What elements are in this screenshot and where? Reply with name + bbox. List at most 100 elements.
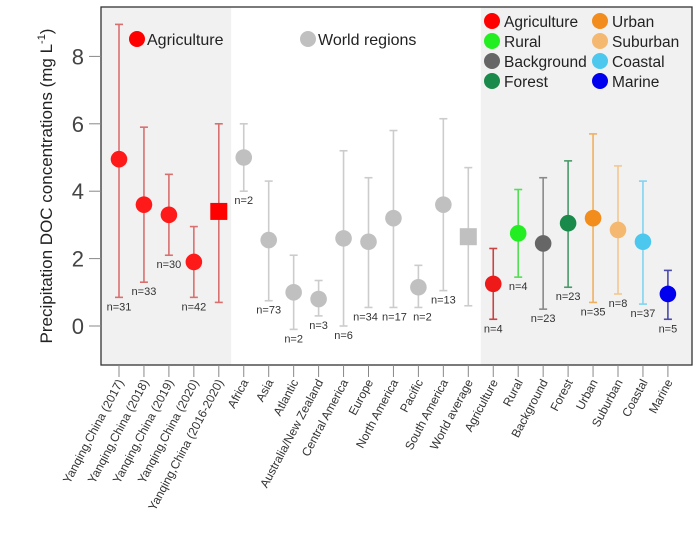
data-point-group: n=2 xyxy=(284,254,303,345)
mean-marker xyxy=(609,221,627,239)
data-point-group: n=34 xyxy=(353,176,378,323)
mean-marker xyxy=(509,225,527,242)
sample-size-label: n=6 xyxy=(334,330,353,342)
mean-marker-square xyxy=(459,228,477,246)
plot-frame xyxy=(100,6,693,366)
legend-label: Forest xyxy=(504,74,549,91)
y-tick-label: 2 xyxy=(72,247,84,272)
mean-marker xyxy=(185,253,203,271)
mean-marker xyxy=(335,230,352,247)
data-point-group xyxy=(459,166,477,307)
data-point-group: n=23 xyxy=(556,160,581,303)
mean-marker xyxy=(410,278,427,296)
sample-size-label: n=23 xyxy=(556,291,581,303)
x-tick-label: Marine xyxy=(646,377,676,416)
data-point-group xyxy=(210,123,228,304)
sample-size-label: n=13 xyxy=(431,295,456,307)
legend-marker xyxy=(592,53,608,69)
sample-size-label: n=37 xyxy=(631,308,656,320)
legend-label: Suburban xyxy=(612,34,679,51)
sample-size-label: n=33 xyxy=(132,286,157,298)
y-axis: 0 2 4 6 8 xyxy=(72,44,101,339)
data-point-group: n=4 xyxy=(509,188,528,293)
legend-marker xyxy=(484,13,500,29)
mean-marker xyxy=(285,284,302,301)
panel-background-2 xyxy=(480,7,692,365)
sample-size-label: n=5 xyxy=(659,323,678,335)
sample-size-label: n=34 xyxy=(353,311,378,323)
mean-marker xyxy=(160,206,178,224)
data-point-group: n=3 xyxy=(309,279,328,332)
x-tick-label: Rural xyxy=(500,377,526,409)
sample-size-label: n=17 xyxy=(382,311,407,323)
panel-legend-marker xyxy=(129,31,145,47)
mean-marker xyxy=(385,209,402,227)
sample-size-label: n=2 xyxy=(234,195,253,207)
mean-marker xyxy=(110,150,128,168)
sample-size-label: n=31 xyxy=(107,301,132,313)
data-point-group: n=4 xyxy=(484,247,503,335)
legend-marker xyxy=(592,13,608,29)
mean-marker xyxy=(534,235,552,252)
mean-marker xyxy=(235,149,253,166)
legend-label: Background xyxy=(504,54,587,71)
data-point-group: n=13 xyxy=(431,117,456,307)
panel-legends: Agriculture World regions xyxy=(129,31,416,49)
y-tick-label: 6 xyxy=(72,112,84,137)
x-tick-label: Africa xyxy=(225,377,252,411)
legend: Agriculture Rural Background Forest Urban Sub… xyxy=(484,13,679,91)
y-axis-label-main: Precipitation DOC concentrations (mg L xyxy=(37,44,56,344)
data-marks: n=31n=33 n=30 n=42 n=2 n=73 n=2 n=3 n=6n=34 n=17… xyxy=(107,23,678,345)
legend-label: Coastal xyxy=(612,54,665,71)
sample-size-label: n=8 xyxy=(609,298,628,310)
y-tick-label: 0 xyxy=(72,314,84,339)
panel-legend-label: Agriculture xyxy=(147,32,224,49)
data-point-group: n=17 xyxy=(382,129,407,323)
sample-size-label: n=2 xyxy=(413,311,432,323)
data-point-group: n=73 xyxy=(256,180,281,317)
data-point-group: n=30 xyxy=(157,173,181,271)
data-point-group: n=5 xyxy=(659,269,678,335)
sample-size-label: n=4 xyxy=(509,281,528,293)
data-point-group: n=37 xyxy=(631,180,656,320)
y-tick-label: 8 xyxy=(72,44,84,69)
y-tick-label: 4 xyxy=(72,179,84,204)
panel-background-0 xyxy=(101,7,232,365)
legend-marker xyxy=(484,33,500,49)
data-point-group: n=33 xyxy=(132,126,157,298)
panel-legend-label: World regions xyxy=(318,32,416,49)
data-point-group: n=23 xyxy=(531,176,556,325)
legend-label: Agriculture xyxy=(504,14,578,31)
data-point-group: n=2 xyxy=(234,123,253,207)
data-point-group: n=31 xyxy=(107,23,132,313)
mean-marker xyxy=(135,196,153,213)
mean-marker xyxy=(584,209,602,227)
panel-legend-marker xyxy=(300,31,316,47)
sample-size-label: n=3 xyxy=(309,320,328,332)
mean-marker xyxy=(435,196,452,213)
y-axis-label-superscript: -1 xyxy=(36,34,48,44)
x-tick-label: Asia xyxy=(253,377,276,404)
panel-backgrounds xyxy=(101,7,692,365)
legend-marker xyxy=(484,53,500,69)
sample-size-label: n=4 xyxy=(484,323,503,335)
mean-marker xyxy=(360,233,377,251)
x-axis: Yanqing,China (2017)Yanqing,China (2018)… xyxy=(60,365,676,513)
panel-background-1 xyxy=(231,7,481,365)
legend-label: Urban xyxy=(612,14,654,31)
y-axis-label-close: ) xyxy=(37,29,56,35)
data-point-group: n=35 xyxy=(581,133,605,318)
mean-marker xyxy=(559,214,577,232)
mean-marker xyxy=(484,275,502,293)
data-point-group: n=6 xyxy=(334,149,353,342)
data-point-group: n=42 xyxy=(181,225,206,313)
data-point-group: n=2 xyxy=(410,264,432,323)
legend-marker xyxy=(592,73,608,89)
mean-marker xyxy=(260,231,278,249)
sample-size-label: n=2 xyxy=(284,333,303,345)
mean-marker-square xyxy=(210,202,228,220)
mean-marker xyxy=(310,290,327,308)
legend-label: Rural xyxy=(504,34,541,51)
legend-label: Marine xyxy=(612,74,659,91)
